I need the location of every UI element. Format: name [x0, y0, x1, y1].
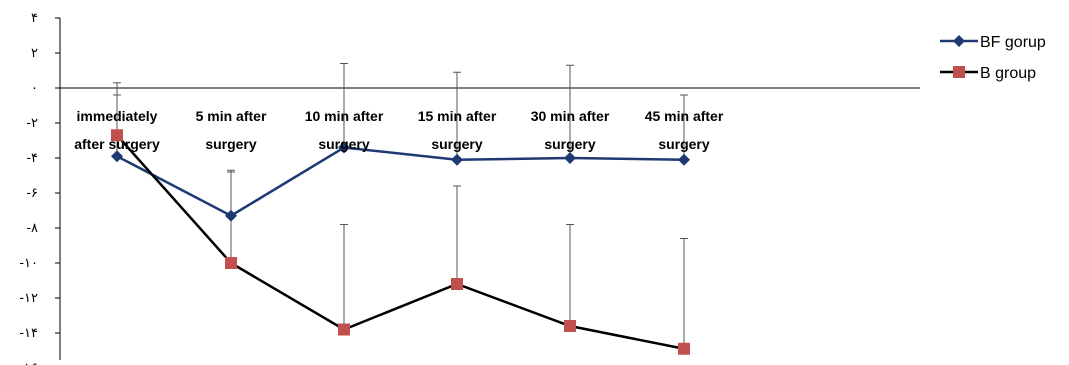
y-tick-label: -۱۰ [19, 256, 38, 271]
series-line [116, 134, 685, 350]
y-tick-label: -۸ [26, 221, 38, 236]
data-point-square [338, 323, 350, 336]
category-labels: immediately after surgery 5 min after surge… [74, 108, 724, 152]
y-tick-label: ۴ [31, 11, 38, 26]
data-point-square [225, 257, 237, 269]
data-point-square [451, 278, 463, 290]
y-tick-label: -۱۲ [19, 291, 38, 306]
legend: BF gorup B group [940, 34, 1046, 82]
x-category-label: 5 min after [196, 108, 267, 124]
x-category-label: 30 min after [531, 108, 610, 124]
y-axis-ticks: ۴ ۲ ۰ -۲ -۴ -۶ -۸ -۱۰ -۱۲ -۱۴ -۱۶ [19, 11, 60, 365]
data-point-square [564, 320, 576, 332]
legend-marker-diamond [953, 35, 965, 47]
y-tick-label: -۱۶ [19, 361, 38, 365]
y-tick-label: ۲ [31, 46, 38, 61]
x-category-label: after surgery [74, 136, 160, 152]
legend-label: B group [980, 65, 1036, 82]
y-tick-label: ۰ [31, 81, 38, 96]
y-tick-label: -۲ [26, 116, 38, 131]
x-category-label: 10 min after [305, 108, 384, 124]
data-point-square [678, 342, 690, 355]
data-point-square [111, 129, 123, 142]
data-point-diamond [451, 153, 463, 166]
y-tick-label: -۱۴ [19, 326, 38, 341]
chart-series [111, 129, 690, 355]
legend-marker-square [953, 66, 965, 78]
data-point-diamond [111, 150, 123, 163]
y-tick-label: -۴ [26, 151, 38, 166]
x-category-label: 45 min after [645, 108, 724, 124]
x-category-label: surgery [318, 136, 370, 152]
series-line [116, 146, 685, 218]
x-category-label: surgery [658, 136, 710, 152]
x-category-label: surgery [205, 136, 257, 152]
legend-label: BF gorup [980, 34, 1046, 51]
x-category-label: surgery [431, 136, 483, 152]
y-tick-label: -۶ [26, 186, 38, 201]
data-point-diamond [678, 153, 690, 166]
chart-axes [59, 18, 920, 360]
error-bars [113, 63, 688, 349]
x-category-label: 15 min after [418, 108, 497, 124]
data-point-diamond [564, 152, 576, 164]
x-category-label: immediately [77, 108, 158, 124]
x-category-label: surgery [544, 136, 596, 152]
data-point-diamond [338, 141, 350, 154]
data-point-diamond [225, 209, 237, 222]
